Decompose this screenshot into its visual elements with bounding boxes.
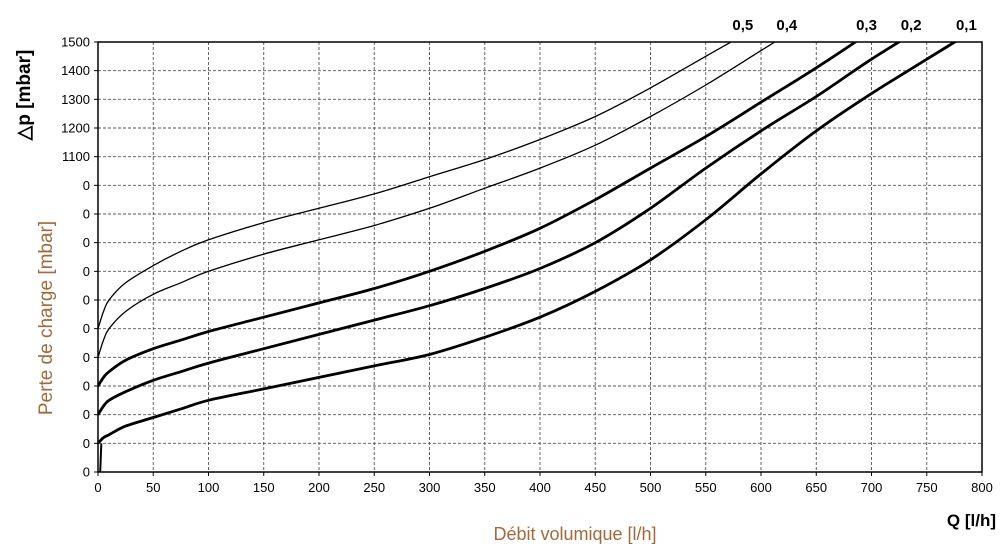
x-tick-label: 150 <box>253 480 275 495</box>
series-line-0-1 <box>98 42 958 445</box>
x-tick-label: 650 <box>805 480 827 495</box>
y-tick-label: 1400 <box>61 63 90 78</box>
x-tick-label: 750 <box>916 480 938 495</box>
y-tick-label: 0 <box>83 178 90 193</box>
y-tick-label: 1300 <box>61 92 90 107</box>
y-tick-label: 1500 <box>61 35 90 50</box>
series-label-0-3: 0,3 <box>856 17 877 34</box>
series-label-0-1: 0,1 <box>956 17 977 34</box>
grid-lines <box>98 42 982 472</box>
y-tick-label: 1200 <box>61 121 90 136</box>
series-label-0-4: 0,4 <box>776 17 798 34</box>
series-layer <box>98 42 958 472</box>
ticks-layer: 0 50 100 150 200 250 300 350 400 450 500 550 600 650 7… <box>61 35 993 496</box>
labels-layer: 0,5 0,4 0,3 0,2 0,1 <box>732 17 976 34</box>
series-line-0-3 <box>98 42 858 387</box>
y-axis-title: Perte de charge [mbar] <box>36 221 57 415</box>
y-tick-label: 0 <box>83 235 90 250</box>
x-tick-label: 50 <box>146 480 160 495</box>
y-tick-label: 0 <box>83 407 90 422</box>
y-tick-label: 0 <box>83 436 90 451</box>
y-tick-label: 0 <box>83 350 90 365</box>
x-tick-label: 200 <box>308 480 330 495</box>
y-axis-symbol: △p [mbar] <box>14 50 35 142</box>
series-line-0-5 <box>98 42 733 329</box>
y-tick-label: 0 <box>83 293 90 308</box>
y-tick-label: 0 <box>83 321 90 336</box>
x-axis-title: Débit volumique [l/h] <box>493 524 656 544</box>
y-tick-label: 1100 <box>62 149 90 164</box>
y-tick-label: 0 <box>83 379 90 394</box>
y-tick-label: 0 <box>83 264 90 279</box>
x-tick-label: 800 <box>971 480 993 495</box>
origin-stub-line <box>99 443 103 472</box>
x-tick-label: 550 <box>695 480 717 495</box>
series-label-0-5: 0,5 <box>732 17 753 34</box>
series-line-0-2 <box>98 42 902 416</box>
x-tick-label: 100 <box>198 480 220 495</box>
series-label-0-2: 0,2 <box>901 17 922 34</box>
x-tick-label: 300 <box>419 480 441 495</box>
x-tick-label: 700 <box>861 480 883 495</box>
x-tick-label: 350 <box>474 480 496 495</box>
x-tick-label: 250 <box>363 480 385 495</box>
y-tick-label: 0 <box>83 207 90 222</box>
x-tick-label: 600 <box>750 480 772 495</box>
series-line-0-4 <box>98 42 776 358</box>
y-tick-label: 0 <box>83 465 90 480</box>
x-tick-label: 450 <box>584 480 606 495</box>
x-tick-label: 0 <box>94 480 101 495</box>
x-tick-label: 400 <box>529 480 551 495</box>
x-axis-symbol: Q [l/h] <box>947 511 996 530</box>
x-tick-label: 500 <box>640 480 662 495</box>
